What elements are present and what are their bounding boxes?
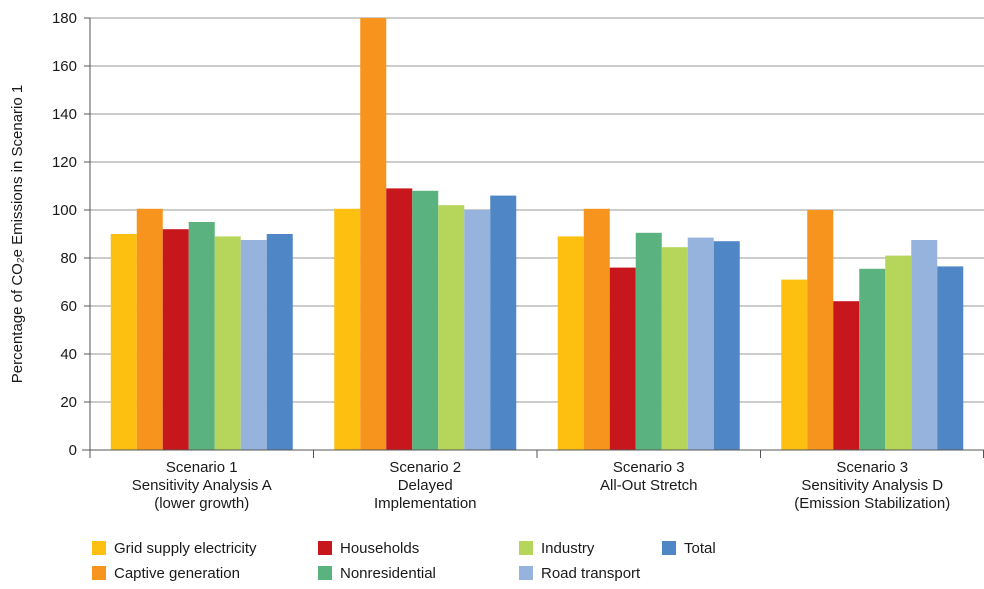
bar [583,208,610,450]
bar [386,188,413,450]
x-category-label-line: (lower growth) [154,495,249,512]
bar [412,190,439,451]
bar [609,267,636,450]
y-axis-label: Percentage of CO₂e Emissions in Scenario… [9,85,26,383]
x-category-label-line: (Emission Stabilization) [794,495,950,512]
bar [661,247,688,450]
legend-swatch [92,566,106,580]
legend-swatch [519,541,533,555]
bar [859,268,886,450]
x-category-label-line: Delayed [398,477,453,494]
bar [807,210,834,450]
legend-swatch [92,541,106,555]
y-tick-labels: 0 20 40 60 80 100 120 140 160 180 [52,10,77,459]
legend: Grid supply electricity Captive generatio… [92,540,716,582]
legend-label: Captive generation [114,565,240,582]
bars [110,18,964,451]
y-tick-label: 160 [52,58,77,75]
legend-label: Grid supply electricity [114,540,257,557]
legend-label: Nonresidential [340,565,436,582]
bar [266,234,293,450]
x-category-label-line: Sensitivity Analysis A [132,477,272,494]
legend-label: Road transport [541,565,641,582]
x-category-label: Scenario 1 Sensitivity Analysis A (lower g… [132,459,272,512]
legend-swatch [318,541,332,555]
bar [438,205,465,450]
x-category-label-line: Scenario 3 [613,459,685,476]
x-category-labels: Scenario 1 Sensitivity Analysis A (lower g… [132,459,950,512]
y-tick-label: 80 [60,250,77,267]
bar [214,236,241,450]
y-tick-label: 140 [52,106,77,123]
axes [82,17,984,458]
bar [687,237,714,450]
x-category-label: Scenario 2 Delayed Implementation [374,459,477,512]
bar [188,222,215,450]
bar [635,232,662,450]
legend-label: Total [684,540,716,557]
y-tick-label: 20 [60,394,77,411]
legend-swatch [519,566,533,580]
x-category-label-line: All-Out Stretch [600,477,698,494]
bar [240,240,267,450]
x-category-label-line: Implementation [374,495,477,512]
legend-swatch [662,541,676,555]
x-category-label-line: Scenario 2 [389,459,461,476]
bar [136,208,163,450]
bar [490,195,517,450]
y-tick-label: 0 [69,442,77,459]
x-category-label-line: Sensitivity Analysis D [801,477,943,494]
y-tick-label: 100 [52,202,77,219]
legend-label: Industry [541,540,595,557]
bar [360,18,387,450]
bar [937,266,964,450]
bar [557,236,584,450]
bar [162,229,189,450]
x-category-label-line: Scenario 3 [836,459,908,476]
bar [781,279,808,450]
bar [334,208,361,450]
bar [713,241,740,450]
x-category-label-line: Scenario 1 [166,459,238,476]
y-tick-label: 60 [60,298,77,315]
y-tick-label: 40 [60,346,77,363]
bar [911,240,938,450]
x-category-label: Scenario 3 All-Out Stretch [600,459,698,494]
bar [833,301,860,450]
x-category-label: Scenario 3 Sensitivity Analysis D (Emissio… [794,459,950,512]
legend-label: Households [340,540,419,557]
bar [885,255,912,450]
bar [464,210,491,450]
bar [110,234,137,450]
y-tick-label: 120 [52,154,77,171]
legend-swatch [318,566,332,580]
y-tick-label: 180 [52,10,77,27]
